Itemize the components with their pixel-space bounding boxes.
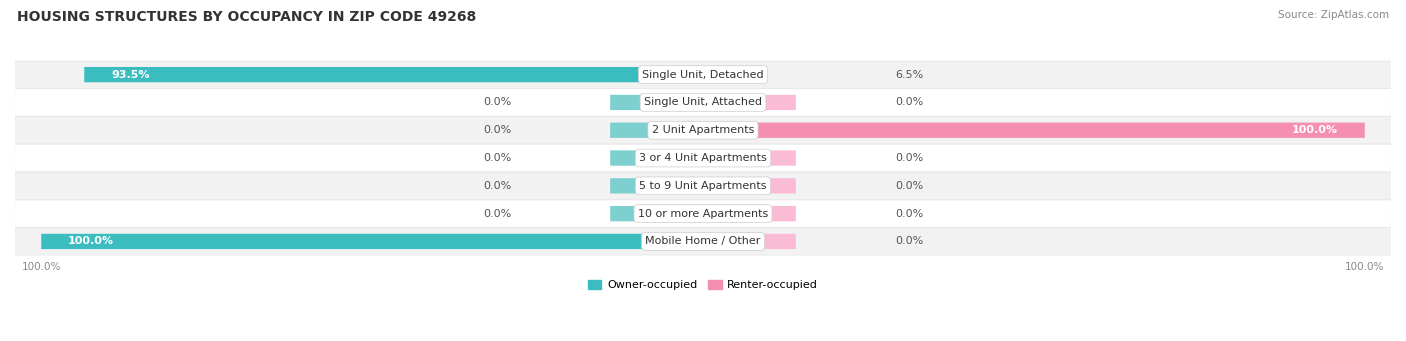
Text: 10 or more Apartments: 10 or more Apartments xyxy=(638,209,768,219)
FancyBboxPatch shape xyxy=(610,122,703,138)
Text: 6.5%: 6.5% xyxy=(894,70,924,79)
FancyBboxPatch shape xyxy=(15,228,1391,255)
Text: 3 or 4 Unit Apartments: 3 or 4 Unit Apartments xyxy=(640,153,766,163)
Text: 0.0%: 0.0% xyxy=(482,125,512,135)
Text: HOUSING STRUCTURES BY OCCUPANCY IN ZIP CODE 49268: HOUSING STRUCTURES BY OCCUPANCY IN ZIP C… xyxy=(17,10,477,24)
Text: 100.0%: 100.0% xyxy=(67,236,114,247)
FancyBboxPatch shape xyxy=(703,122,1365,138)
FancyBboxPatch shape xyxy=(15,61,1391,88)
Text: 0.0%: 0.0% xyxy=(894,209,924,219)
FancyBboxPatch shape xyxy=(610,150,703,166)
Text: 0.0%: 0.0% xyxy=(894,236,924,247)
FancyBboxPatch shape xyxy=(703,150,796,166)
Text: Single Unit, Detached: Single Unit, Detached xyxy=(643,70,763,79)
Text: Source: ZipAtlas.com: Source: ZipAtlas.com xyxy=(1278,10,1389,20)
Text: 0.0%: 0.0% xyxy=(482,98,512,107)
FancyBboxPatch shape xyxy=(15,172,1391,199)
FancyBboxPatch shape xyxy=(41,234,703,249)
Text: 0.0%: 0.0% xyxy=(894,153,924,163)
FancyBboxPatch shape xyxy=(15,89,1391,116)
Text: 0.0%: 0.0% xyxy=(894,181,924,191)
Text: 2 Unit Apartments: 2 Unit Apartments xyxy=(652,125,754,135)
FancyBboxPatch shape xyxy=(610,95,703,110)
FancyBboxPatch shape xyxy=(703,178,796,193)
Text: 93.5%: 93.5% xyxy=(111,70,149,79)
FancyBboxPatch shape xyxy=(15,144,1391,172)
FancyBboxPatch shape xyxy=(703,206,796,221)
FancyBboxPatch shape xyxy=(703,234,796,249)
FancyBboxPatch shape xyxy=(15,117,1391,144)
FancyBboxPatch shape xyxy=(610,178,703,193)
FancyBboxPatch shape xyxy=(703,67,747,82)
Text: Single Unit, Attached: Single Unit, Attached xyxy=(644,98,762,107)
Text: 100.0%: 100.0% xyxy=(1292,125,1339,135)
Legend: Owner-occupied, Renter-occupied: Owner-occupied, Renter-occupied xyxy=(583,275,823,295)
Text: 5 to 9 Unit Apartments: 5 to 9 Unit Apartments xyxy=(640,181,766,191)
FancyBboxPatch shape xyxy=(15,200,1391,227)
Text: 0.0%: 0.0% xyxy=(482,209,512,219)
Text: Mobile Home / Other: Mobile Home / Other xyxy=(645,236,761,247)
FancyBboxPatch shape xyxy=(703,95,796,110)
Text: 0.0%: 0.0% xyxy=(482,153,512,163)
Text: 0.0%: 0.0% xyxy=(482,181,512,191)
FancyBboxPatch shape xyxy=(84,67,703,82)
FancyBboxPatch shape xyxy=(610,206,703,221)
Text: 0.0%: 0.0% xyxy=(894,98,924,107)
